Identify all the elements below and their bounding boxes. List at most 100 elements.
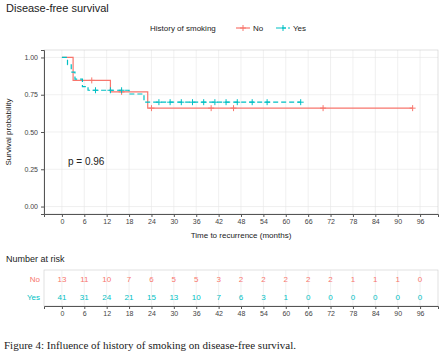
y-axis: 0.000.250.500.751.00 (24, 51, 44, 215)
x-tick-mark (174, 214, 175, 217)
grid-line-x (151, 50, 152, 214)
risk-x-tick-mark (84, 306, 85, 309)
risk-count: 2 (261, 275, 266, 284)
risk-x-tick-label: 30 (170, 310, 178, 317)
risk-x-tick-mark (353, 306, 354, 309)
grid-line-x (218, 50, 219, 214)
y-tick-label: 0.75 (24, 91, 38, 98)
risk-x-tick: 30 (170, 306, 178, 317)
risk-count: 0 (418, 275, 423, 284)
grid-line-x (196, 50, 197, 214)
censor-marker (156, 99, 162, 105)
risk-count: 24 (102, 293, 111, 302)
risk-x-tick: 72 (327, 306, 335, 317)
y-tick: 1.00 (24, 54, 44, 61)
risk-x-tick-mark (420, 306, 421, 309)
x-tick: 60 (282, 214, 290, 225)
risk-count: 41 (57, 293, 66, 302)
x-tick-label: 36 (193, 218, 201, 225)
risk-count: 6 (149, 275, 154, 284)
risk-count: 10 (102, 275, 111, 284)
y-tick: 0.25 (24, 166, 44, 173)
risk-count: 21 (125, 293, 134, 302)
y-tick-mark (41, 95, 44, 96)
grid-line-x (285, 50, 286, 214)
x-tick: 48 (238, 214, 246, 225)
censor-marker (107, 87, 113, 93)
y-tick-label: 0.00 (24, 203, 38, 210)
risk-x-tick-mark (286, 306, 287, 309)
x-tick-label: 0 (60, 218, 64, 225)
x-tick-label: 60 (282, 218, 290, 225)
risk-x-tick-label: 90 (394, 310, 402, 317)
x-tick-label: 96 (417, 218, 425, 225)
risk-count: 0 (373, 293, 378, 302)
risk-count: 1 (373, 275, 378, 284)
risk-x-tick: 54 (260, 306, 268, 317)
risk-x-tick-mark (62, 306, 63, 309)
y-tick-label: 0.25 (24, 166, 38, 173)
x-tick-mark (420, 214, 421, 217)
x-tick: 66 (305, 214, 313, 225)
risk-x-tick-mark (241, 306, 242, 309)
risk-x-tick-mark (375, 306, 376, 309)
grid-line-x (106, 50, 107, 214)
legend-marker (280, 25, 286, 31)
risk-x-tick-label: 24 (148, 310, 156, 317)
risk-count: 0 (328, 293, 333, 302)
grid-line-x (173, 50, 174, 214)
x-tick: 30 (170, 214, 178, 225)
x-axis-title: Time to recurrence (months) (191, 231, 292, 240)
risk-x-tick-label: 60 (282, 310, 290, 317)
censor-marker (234, 99, 240, 105)
risk-x-tick: 36 (193, 306, 201, 317)
x-tick-label: 6 (83, 218, 87, 225)
risk-x-tick: 6 (83, 306, 87, 317)
risk-x-tick: 96 (417, 306, 425, 317)
risk-count: 10 (192, 293, 201, 302)
x-axis: 06121824303642485460667278849096 (45, 214, 439, 225)
risk-x-tick-label: 6 (83, 310, 87, 317)
risk-x-tick-mark (129, 306, 130, 309)
grid-line-x (241, 50, 242, 214)
risk-x-tick-label: 78 (350, 310, 358, 317)
risk-count: 1 (351, 275, 356, 284)
annotation: p = 0.96 (68, 156, 105, 167)
grid-line-x (129, 50, 130, 214)
x-tick-label: 12 (103, 218, 111, 225)
censor-marker (201, 99, 207, 105)
risk-count: 7 (216, 293, 221, 302)
grid-line-x (375, 50, 376, 214)
risk-count: 2 (284, 275, 289, 284)
risk-x-tick-mark (174, 306, 175, 309)
risk-count: 13 (169, 293, 178, 302)
legend-title: History of smoking (150, 24, 216, 33)
risk-count: 0 (306, 293, 311, 302)
censor-marker (89, 77, 95, 83)
risk-x-tick: 18 (126, 306, 134, 317)
risk-count: 2 (328, 275, 333, 284)
risk-x-axis: 06121824303642485460667278849096 (45, 306, 439, 317)
legend: History of smokingNoYes (150, 24, 306, 33)
y-tick-label: 1.00 (24, 54, 38, 61)
x-tick-mark (308, 214, 309, 217)
risk-count: 7 (127, 275, 132, 284)
risk-x-tick-label: 84 (372, 310, 380, 317)
x-tick-mark (331, 214, 332, 217)
x-tick-mark (398, 214, 399, 217)
y-tick: 0.75 (24, 91, 44, 98)
chart-svg: Disease-free survivalHistory of smokingN… (0, 0, 446, 359)
grid-line-x (420, 50, 421, 214)
risk-x-tick-mark (219, 306, 220, 309)
risk-count: 31 (80, 293, 89, 302)
risk-row-label: Yes (27, 293, 40, 302)
survival-line (62, 57, 413, 108)
x-tick-mark (62, 214, 63, 217)
x-tick-mark (375, 214, 376, 217)
grid-line-x (330, 50, 331, 214)
risk-count: 1 (284, 293, 289, 302)
x-tick-label: 84 (372, 218, 380, 225)
censor-marker (189, 99, 195, 105)
y-tick-mark (41, 207, 44, 208)
censor-marker (148, 105, 154, 111)
